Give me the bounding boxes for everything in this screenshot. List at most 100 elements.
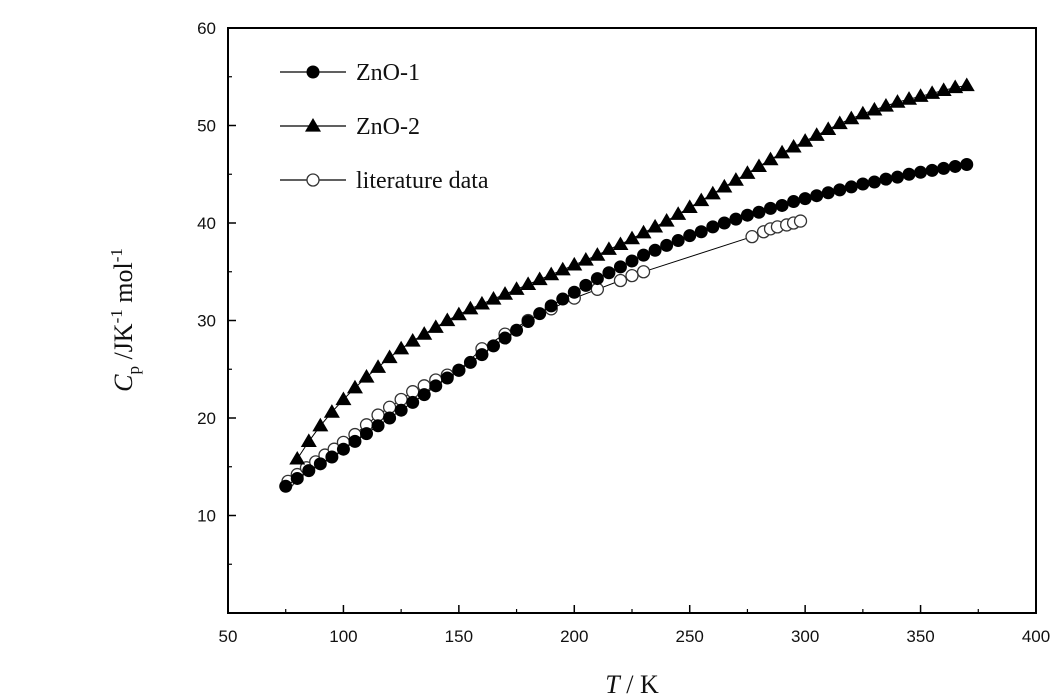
data-point-zno-2: [381, 349, 398, 364]
data-point-zno-1: [521, 314, 535, 328]
data-point-zno-1: [879, 172, 893, 186]
data-point-zno-1: [717, 216, 731, 230]
data-point-zno-2: [785, 138, 802, 153]
x-tick-label: 250: [676, 627, 704, 646]
data-point-zno-2: [427, 319, 444, 333]
data-point-zno-1: [556, 292, 570, 306]
data-point-zno-1: [948, 159, 962, 173]
data-point-zno-2: [612, 236, 629, 251]
data-point-zno-1: [821, 186, 835, 200]
data-point-zno-1: [279, 479, 293, 493]
data-point-zno-1: [810, 189, 824, 203]
data-point-zno-2: [704, 185, 721, 200]
data-point-zno-1: [798, 192, 812, 206]
data-point-zno-1: [937, 161, 951, 175]
data-point-zno-1: [383, 411, 397, 425]
series-zno-1: [279, 158, 974, 493]
legend-item-literature-data: literature data: [280, 168, 489, 194]
data-point-zno-2: [947, 79, 964, 94]
data-point-zno-1: [787, 195, 801, 209]
data-point-zno-1: [729, 212, 743, 226]
data-point-zno-2: [716, 178, 733, 193]
data-point-literature-data: [394, 392, 408, 407]
data-point-zno-2: [520, 276, 537, 291]
data-point-zno-1: [371, 419, 385, 433]
data-point-zno-1: [637, 248, 651, 262]
data-point-zno-2: [543, 266, 560, 281]
data-point-zno-1: [867, 175, 881, 189]
data-point-zno-1: [486, 339, 500, 353]
data-point-zno-1: [463, 355, 477, 369]
data-point-zno-2: [589, 247, 606, 261]
data-point-zno-1: [671, 234, 685, 248]
plot-area: [227, 27, 1037, 614]
data-point-zno-2: [635, 224, 652, 239]
legend-marker-zno-2: [305, 118, 321, 132]
data-point-zno-1: [567, 285, 581, 299]
data-point-zno-1: [660, 238, 674, 252]
series-literature-data: [281, 214, 808, 489]
data-point-zno-2: [647, 218, 664, 233]
data-point-zno-2: [600, 241, 617, 255]
x-tick-label: 400: [1022, 627, 1050, 646]
y-axis-title: Cp /JK-1 mol-1: [107, 248, 143, 392]
legend: ZnO-1 ZnO-2 literature data: [280, 60, 489, 194]
data-point-zno-1: [290, 471, 304, 485]
data-point-zno-2: [312, 417, 329, 432]
legend-item-zno-1: ZnO-1: [280, 60, 420, 86]
data-point-zno-1: [602, 266, 616, 280]
data-point-zno-2: [335, 391, 352, 406]
data-point-literature-data: [745, 229, 759, 244]
series-line-literature-data: [287, 220, 801, 482]
data-point-zno-2: [750, 158, 767, 173]
data-point-zno-1: [440, 371, 454, 385]
x-tick-label: 300: [791, 627, 819, 646]
data-point-zno-2: [300, 433, 317, 447]
data-point-zno-1: [429, 379, 443, 393]
y-tick-label: 40: [197, 214, 216, 233]
y-tick-label: 20: [197, 409, 216, 428]
data-point-zno-1: [360, 427, 374, 441]
data-point-zno-1: [856, 177, 870, 191]
data-point-zno-1: [302, 464, 316, 478]
data-point-zno-1: [890, 170, 904, 184]
data-series: [279, 77, 975, 493]
x-axis-title: T / K: [605, 670, 659, 699]
data-point-literature-data: [371, 408, 385, 422]
data-point-literature-data: [625, 268, 639, 283]
data-point-zno-1: [475, 348, 489, 362]
x-tick-label: 100: [329, 627, 357, 646]
series-zno-2: [289, 77, 975, 465]
data-point-zno-1: [348, 434, 362, 448]
data-point-zno-2: [531, 271, 548, 286]
data-point-zno-1: [406, 395, 420, 409]
data-point-zno-1: [706, 220, 720, 234]
data-point-zno-2: [508, 281, 525, 295]
data-point-zno-2: [346, 379, 363, 394]
data-point-zno-2: [670, 206, 687, 220]
data-point-zno-1: [325, 450, 339, 464]
y-tick-label: 60: [197, 19, 216, 38]
data-point-zno-1: [648, 243, 662, 257]
data-point-zno-1: [313, 457, 327, 471]
y-tick-label: 50: [197, 117, 216, 136]
data-point-zno-1: [613, 260, 627, 274]
data-point-zno-1: [902, 167, 916, 181]
data-point-zno-2: [439, 312, 456, 327]
data-point-zno-2: [774, 144, 791, 159]
data-point-zno-2: [866, 101, 883, 116]
legend-label: ZnO-2: [356, 114, 420, 140]
data-point-zno-1: [417, 388, 431, 402]
data-point-zno-2: [370, 359, 387, 373]
data-point-zno-1: [590, 272, 604, 286]
data-point-zno-2: [289, 450, 306, 465]
series-line-zno-1: [285, 164, 967, 487]
data-point-zno-2: [450, 306, 467, 321]
data-point-zno-1: [579, 278, 593, 292]
data-point-zno-2: [797, 133, 814, 147]
data-point-zno-2: [554, 261, 571, 276]
data-point-zno-2: [393, 340, 410, 355]
data-point-zno-1: [833, 183, 847, 197]
y-tick-label: 30: [197, 312, 216, 331]
